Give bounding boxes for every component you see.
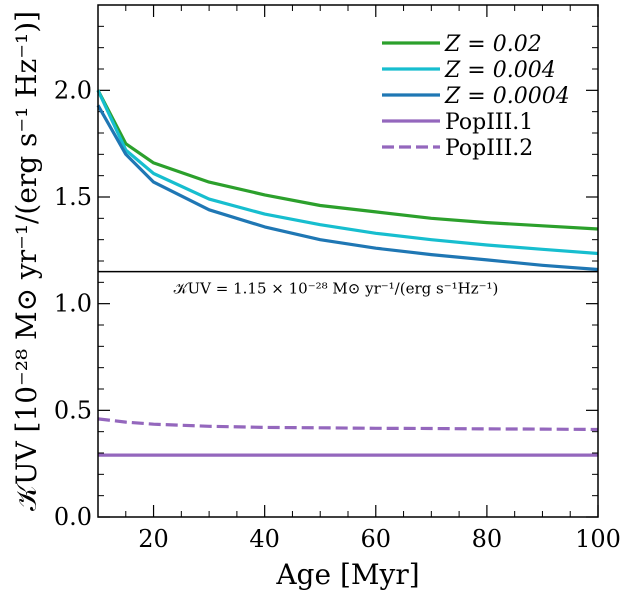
y-axis-label: 𝒦UV [10⁻²⁸ M⊙ yr⁻¹/(erg s⁻¹ Hz⁻¹)] <box>10 11 43 511</box>
legend-label-4: PopIII.2 <box>445 136 533 161</box>
reference-line-label: 𝒦UV = 1.15 × 10⁻²⁸ M⊙ yr⁻¹/(erg s⁻¹Hz⁻¹) <box>174 280 499 298</box>
y-tick-label: 0.0 <box>54 503 92 531</box>
legend-label-3: PopIII.1 <box>445 110 533 135</box>
x-tick-label: 60 <box>361 525 392 553</box>
legend-label-1: Z = 0.004 <box>444 58 556 83</box>
plot-frame <box>97 4 599 518</box>
series-line-1 <box>96 89 599 256</box>
y-tick-label: 1.5 <box>54 183 92 211</box>
series-line-2 <box>96 104 599 272</box>
x-tick-label: 40 <box>249 525 280 553</box>
series-line-0 <box>96 89 599 231</box>
legend-label-2: Z = 0.0004 <box>444 84 570 109</box>
x-tick-label: 100 <box>575 525 621 553</box>
series-layer <box>96 89 599 457</box>
y-tick-label: 0.5 <box>54 396 92 424</box>
series-line-4 <box>97 417 599 432</box>
x-axis-label: Age [Myr] <box>275 558 419 591</box>
x-tick-label: 20 <box>138 525 169 553</box>
y-tick-label: 2.0 <box>54 76 92 104</box>
ticks-layer: 20 40 60 80 100 0.0 0.5 1.0 1.5 2.0 <box>54 5 621 553</box>
x-tick-label: 80 <box>472 525 503 553</box>
y-tick-label: 1.0 <box>54 290 92 318</box>
legend-label-0: Z = 0.02 <box>444 32 542 57</box>
